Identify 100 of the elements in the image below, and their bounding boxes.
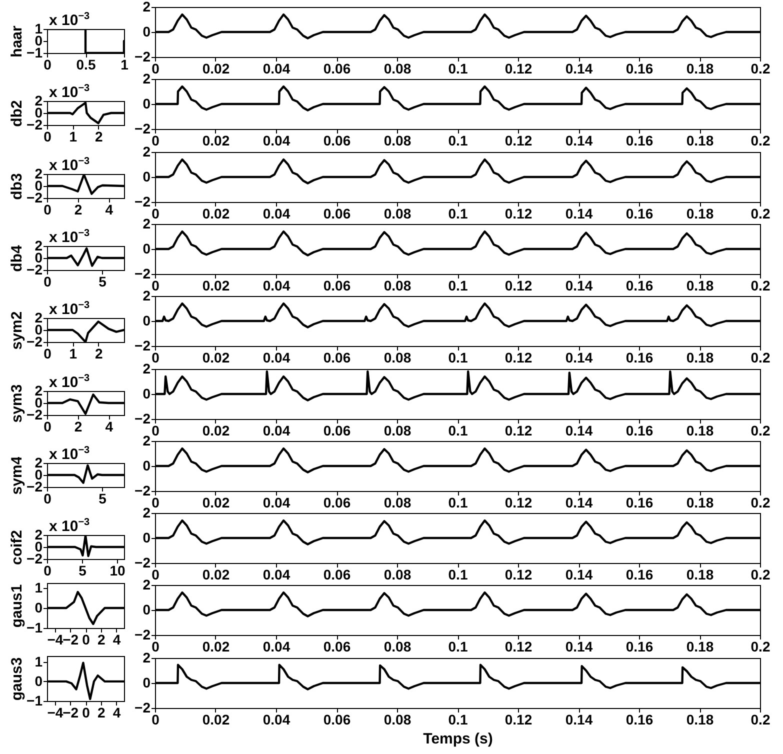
y-axis-title: haar <box>8 25 26 58</box>
y-axis-title: db3 <box>8 172 26 200</box>
x-tick-label: 4 <box>112 632 121 648</box>
x-tick-label: 0.06 <box>323 205 351 222</box>
x-tick-label: 0.06 <box>323 711 351 728</box>
x-tick-label: 1 <box>69 346 78 362</box>
x-tick-label: 0 <box>82 632 90 648</box>
x-tick-label: 0.08 <box>384 566 412 583</box>
x-tick-label: 0.12 <box>504 494 532 510</box>
text: x 10$^{−3}$ <box>49 516 90 536</box>
x-tick-label: 0.04 <box>262 711 290 728</box>
x-tick-label: 0.14 <box>565 60 593 76</box>
x-tick-label: 0.02 <box>202 205 230 222</box>
x-tick-label: 0.1 <box>448 711 468 728</box>
y-tick-label: 2 <box>142 70 151 87</box>
y-tick-label: 2 <box>142 649 151 666</box>
x-tick-label: 0.16 <box>626 277 654 294</box>
x-tick-label: 5 <box>78 562 87 579</box>
x-tick-label: 0.12 <box>504 205 532 222</box>
x-tick-label: 0.16 <box>626 494 654 510</box>
x-tick-label: 2 <box>94 346 103 362</box>
x-tick-label: 0.04 <box>262 566 290 583</box>
x-tick-label: 0.14 <box>565 494 593 510</box>
x-tick-label: 0.1 <box>448 638 468 655</box>
y-tick-label: 2 <box>142 0 151 14</box>
x-tick-label: 0.08 <box>384 422 412 438</box>
x-tick-label: 0.06 <box>323 350 351 366</box>
y-tick-label: 0 <box>142 168 151 184</box>
text: x 10$^{−3}$ <box>49 372 90 390</box>
x-tick-label: 0.2 <box>750 60 770 76</box>
x-tick-label: 0.12 <box>504 60 532 76</box>
x-tick-label: 0.1 <box>448 205 468 222</box>
x-tick-label: −2 <box>62 704 79 720</box>
x-tick-label: −4 <box>47 632 64 648</box>
x-tick-label: 0.14 <box>565 566 593 583</box>
x-tick-label: 0.04 <box>262 277 290 294</box>
y-tick-label: 2 <box>142 143 151 160</box>
y-tick-label: 0 <box>142 312 151 329</box>
x-tick-label: 0.16 <box>626 422 654 438</box>
x-tick-label: 0.06 <box>323 422 351 438</box>
x-tick-label: 0.2 <box>750 205 770 222</box>
x-tick-label: 0.08 <box>384 494 412 510</box>
x-tick-label: 0.5 <box>76 56 96 72</box>
x-tick-label: 0.1 <box>448 132 468 149</box>
y-tick-label: 0 <box>142 602 151 618</box>
x-tick-label: −4 <box>47 704 64 720</box>
x-tick-label: 0.12 <box>504 132 532 149</box>
x-tick-label: 0.02 <box>202 638 230 655</box>
x-tick-label: 0.16 <box>626 711 654 728</box>
x-tick-label: 0.14 <box>565 422 593 438</box>
y-tick-label: 0 <box>34 600 43 616</box>
x-tick-label: 4 <box>105 201 114 218</box>
y-tick-label: 0 <box>142 240 151 256</box>
x-tick-label: 0.14 <box>565 132 593 149</box>
x-tick-label: 0.16 <box>626 638 654 655</box>
x-tick-label: 0.2 <box>750 566 770 583</box>
y-axis-title: gaus3 <box>8 657 26 700</box>
x-tick-label: 0.18 <box>686 494 714 510</box>
x-tick-label: 0.2 <box>750 132 770 149</box>
x-tick-label: 0.06 <box>323 132 351 149</box>
x-tick-label: 0 <box>82 704 90 720</box>
x-tick-label: 0.1 <box>448 350 468 366</box>
x-tick-label: 0.18 <box>686 132 714 149</box>
x-tick-label: 0.2 <box>750 350 770 366</box>
x-tick-label: 4 <box>105 418 114 434</box>
x-tick-label: 2 <box>98 704 106 720</box>
x-tick-label: 10 <box>110 562 126 579</box>
y-tick-label: −1 <box>26 620 43 636</box>
y-axis-title: db4 <box>8 244 26 272</box>
x-tick-label: −2 <box>62 632 79 648</box>
x-tick-label: 0.06 <box>323 277 351 294</box>
y-tick-label: 2 <box>142 504 151 521</box>
x-tick-label: 0.1 <box>448 422 468 438</box>
x-tick-label: 0.18 <box>686 60 714 76</box>
x-tick-label: 5 <box>98 490 107 506</box>
x-tick-label: 0.18 <box>686 711 714 728</box>
y-axis-title: db2 <box>8 100 26 128</box>
x-tick-label: 0.12 <box>504 422 532 438</box>
x-tick-label: 1 <box>69 128 78 145</box>
x-tick-label: 0.02 <box>202 277 230 294</box>
x-tick-label: 0.08 <box>384 132 412 149</box>
x-tick-label: 0.02 <box>202 60 230 76</box>
x-tick-label: 0.04 <box>262 205 290 222</box>
x-tick-label: 2 <box>94 128 103 145</box>
x-tick-label: 0.04 <box>262 638 290 655</box>
y-tick-label: 1 <box>34 580 43 596</box>
x-tick-label: 0.04 <box>262 350 290 366</box>
x-tick-label: 0.12 <box>504 277 532 294</box>
x-tick-label: 0.02 <box>202 494 230 510</box>
x-tick-label: 2 <box>74 418 82 434</box>
y-tick-label: 2 <box>142 360 151 376</box>
y-tick-label: 1 <box>34 653 43 670</box>
y-tick-label: 0 <box>142 457 151 474</box>
x-tick-label: 0.2 <box>750 638 770 655</box>
x-tick-label: 0.08 <box>384 711 412 728</box>
x-tick-label: 0.08 <box>384 350 412 366</box>
text: x 10$^{−3}$ <box>49 82 90 102</box>
y-tick-label: 2 <box>142 432 151 448</box>
x-tick-label: 0.2 <box>750 422 770 438</box>
x-tick-label: 0.06 <box>323 638 351 655</box>
